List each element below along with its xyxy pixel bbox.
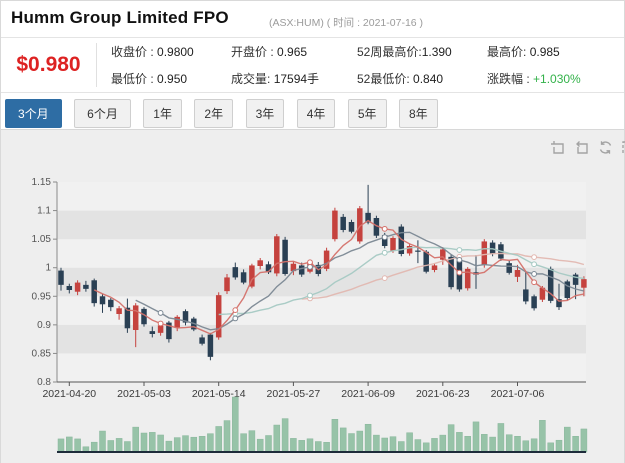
stats-grid: 收盘价 : 0.9800 开盘价 : 0.965 52周最高价:1.390 最高… — [97, 38, 624, 92]
svg-text:2021-04-20: 2021-04-20 — [42, 388, 96, 400]
svg-text:2021-06-09: 2021-06-09 — [341, 388, 395, 400]
stat-day-high: 最高价: 0.985 — [487, 45, 560, 59]
tab-3-years[interactable]: 3年 — [245, 99, 285, 128]
svg-text:2021-05-27: 2021-05-27 — [267, 388, 321, 400]
moving-averages-layer — [93, 219, 585, 335]
current-price: $0.980 — [16, 53, 81, 76]
tab-1-year[interactable]: 1年 — [143, 99, 182, 128]
stock-subtitle: (ASX:HUM) ( 时间 : 2021-07-16 ) — [269, 17, 424, 29]
stat-volume: 成交量: 17594手 — [231, 72, 320, 86]
svg-text:2021-06-23: 2021-06-23 — [416, 388, 470, 400]
svg-text:1: 1 — [45, 263, 51, 274]
x-axis: 2021-04-20 2021-05-03 2021-05-14 2021-05-27… — [42, 381, 586, 400]
chart-panel: 0.8 0.85 0.9 0.95 1 1.05 1.1 1.15 2021-04-20 2021… — [1, 129, 625, 463]
svg-text:1.1: 1.1 — [37, 206, 51, 217]
price-box: $0.980 — [1, 38, 96, 92]
tab-4-years[interactable]: 4年 — [296, 99, 336, 128]
price-volume-chart: 0.8 0.85 0.9 0.95 1 1.05 1.1 1.15 2021-04-20 2021… — [32, 177, 588, 453]
stat-day-low: 最低价 : 0.950 — [111, 72, 188, 86]
svg-text:0.95: 0.95 — [32, 291, 52, 302]
quote-strip: $0.980 收盘价 : 0.9800 开盘价 : 0.965 52周最高价:1… — [1, 38, 624, 93]
plot-bands — [57, 182, 586, 382]
volume-layer — [57, 396, 588, 453]
stat-open: 开盘价 : 0.965 — [231, 45, 308, 59]
box-zoom-icon[interactable] — [549, 139, 566, 156]
stat-change-pct: 涨跌幅 : +1.030% — [487, 72, 581, 86]
stock-title: Humm Group Limited FPO — [11, 8, 229, 27]
page-header: Humm Group Limited FPO (ASX:HUM) ( 时间 : … — [1, 1, 624, 38]
tab-6-months[interactable]: 6个月 — [74, 99, 131, 128]
tab-2-years[interactable]: 2年 — [194, 99, 234, 128]
y-axis: 0.8 0.85 0.9 0.95 1 1.05 1.1 1.15 — [32, 177, 58, 388]
svg-text:2021-05-03: 2021-05-03 — [117, 388, 171, 400]
tab-3-months[interactable]: 3个月 — [5, 99, 62, 128]
zoom-back-icon[interactable] — [573, 139, 590, 156]
svg-text:0.9: 0.9 — [37, 320, 51, 331]
tab-5-years[interactable]: 5年 — [347, 99, 387, 128]
stat-close: 收盘价 : 0.9800 — [111, 45, 194, 59]
period-tabs: 3个月 6个月 1年 2年 3年 4年 5年 8年 — [1, 93, 624, 129]
svg-text:2021-07-06: 2021-07-06 — [491, 388, 545, 400]
svg-text:1.15: 1.15 — [32, 177, 52, 188]
stat-52w-high: 52周最高价:1.390 — [357, 45, 452, 59]
tab-8-years[interactable]: 8年 — [398, 99, 438, 128]
svg-text:0.85: 0.85 — [32, 348, 52, 359]
refresh-pan-icon[interactable] — [597, 139, 614, 156]
stat-52w-low: 52最低价: 0.840 — [357, 72, 444, 86]
chart-toolbar — [549, 139, 625, 156]
svg-text:0.8: 0.8 — [37, 377, 51, 388]
vertical-divider — [96, 43, 97, 87]
svg-text:1.05: 1.05 — [32, 234, 52, 245]
settings-icon[interactable] — [621, 139, 625, 156]
